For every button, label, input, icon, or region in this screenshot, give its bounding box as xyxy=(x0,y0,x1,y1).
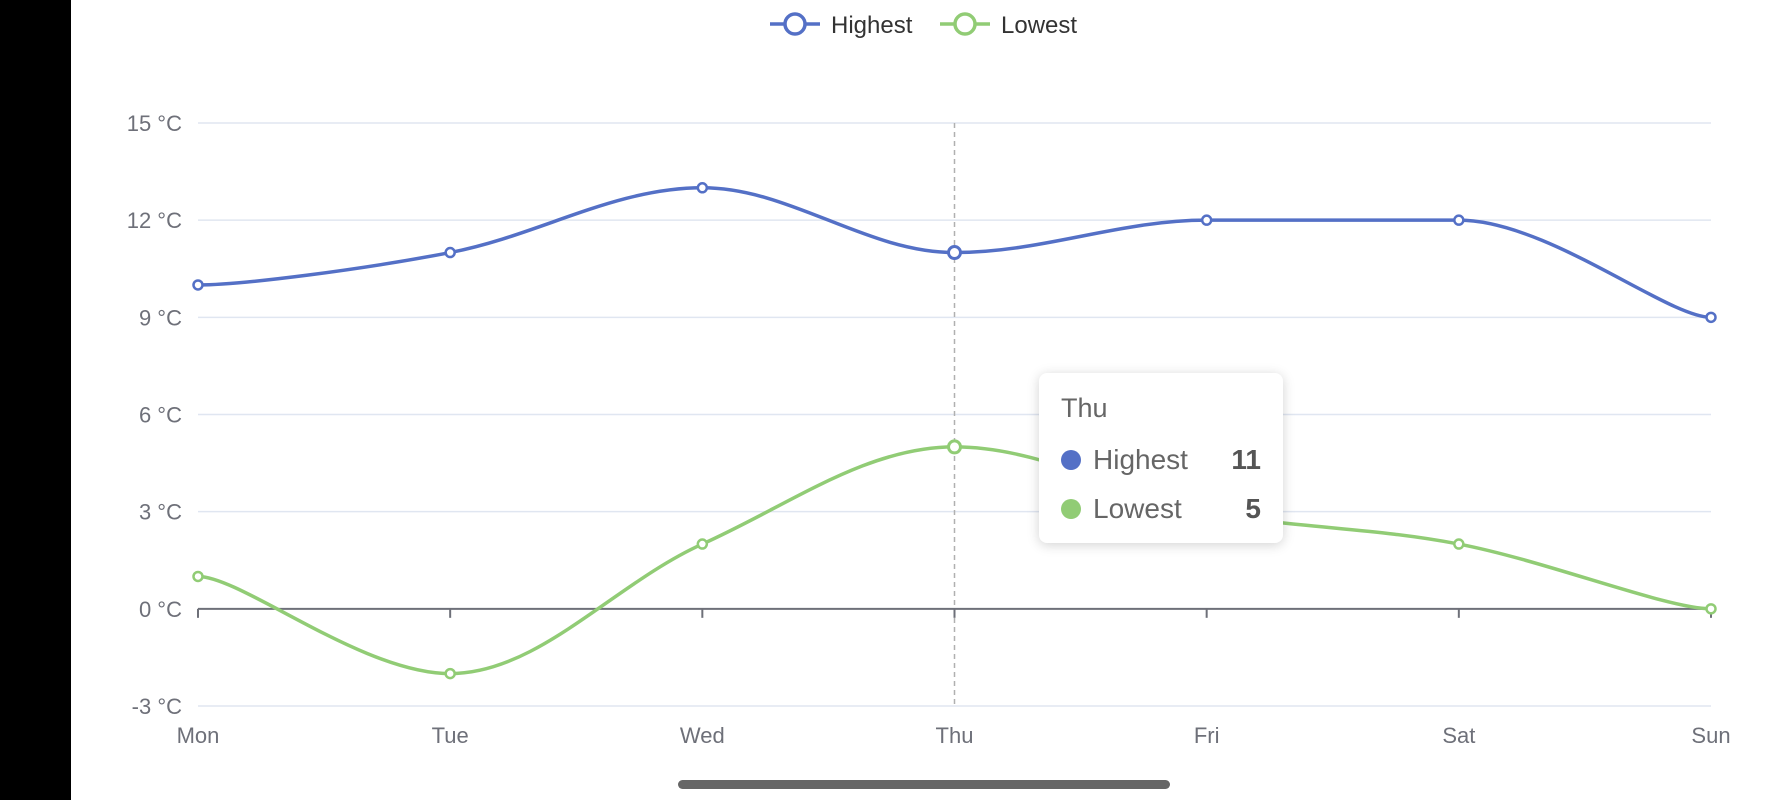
data-point-highest-fri[interactable] xyxy=(1200,214,1213,226)
x-tick-label: Mon xyxy=(177,723,220,748)
data-point-lowest-sat[interactable] xyxy=(1453,538,1465,550)
y-tick-label: 3 °C xyxy=(139,500,182,525)
legend-label: Lowest xyxy=(1001,12,1077,39)
legend-item-lowest[interactable]: Lowest xyxy=(940,12,1077,39)
tooltip-row-highest: Highest 11 xyxy=(1061,435,1261,484)
data-point-lowest-thu[interactable] xyxy=(947,439,962,455)
y-tick-label: 6 °C xyxy=(139,403,182,428)
tooltip-title: Thu xyxy=(1061,393,1108,423)
tooltip-series-name: Highest xyxy=(1093,443,1188,475)
tooltip-dot-lowest xyxy=(1061,498,1081,519)
x-tick-label: Fri xyxy=(1194,723,1220,748)
grid-lines xyxy=(198,122,1711,707)
legend-circle-icon xyxy=(783,12,807,36)
series-layer xyxy=(192,182,1717,680)
y-tick-label: -3 °C xyxy=(132,694,182,719)
x-tick-label: Thu xyxy=(936,723,974,748)
y-tick-label: 9 °C xyxy=(139,305,182,330)
data-point-lowest-wed[interactable] xyxy=(696,538,709,550)
x-tick-label: Tue xyxy=(432,723,469,748)
data-point-lowest-sun[interactable] xyxy=(1705,603,1717,615)
tooltip: Thu Highest 11 Lowest 5 xyxy=(1039,373,1283,543)
y-tick-label: 15 °C xyxy=(127,111,182,136)
legend-circle-icon xyxy=(953,12,977,36)
data-point-highest-tue[interactable] xyxy=(444,246,456,259)
legend-item-highest[interactable]: Highest xyxy=(770,12,913,39)
data-point-highest-wed[interactable] xyxy=(696,182,709,194)
data-point-highest-mon[interactable] xyxy=(192,279,204,291)
tooltip-row-lowest: Lowest 5 xyxy=(1061,484,1261,533)
x-tick-label: Sun xyxy=(1691,723,1730,748)
home-indicator[interactable] xyxy=(678,780,1170,789)
tooltip-series-name: Lowest xyxy=(1093,492,1182,524)
data-point-highest-sun[interactable] xyxy=(1705,311,1717,324)
left-black-bar xyxy=(0,0,71,800)
legend-label: Highest xyxy=(831,12,913,39)
tooltip-dot-highest xyxy=(1061,449,1081,470)
data-point-lowest-tue[interactable] xyxy=(444,667,456,680)
legend: Highest Lowest xyxy=(770,12,1077,39)
tooltip-series-value: 5 xyxy=(1245,492,1261,524)
x-tick-label: Sat xyxy=(1442,723,1475,748)
x-tick-label: Wed xyxy=(680,723,725,748)
axes: -3 °C 0 °C 3 °C 6 °C 9 °C 12 °C 15 °C Mon Tue Wed… xyxy=(127,111,1731,748)
data-point-lowest-mon[interactable] xyxy=(192,570,204,583)
y-tick-label: 12 °C xyxy=(127,208,182,233)
y-tick-label: 0 °C xyxy=(139,597,182,622)
data-point-highest-sat[interactable] xyxy=(1453,214,1465,226)
tooltip-series-value: 11 xyxy=(1231,443,1261,475)
data-point-highest-thu[interactable] xyxy=(947,245,962,261)
